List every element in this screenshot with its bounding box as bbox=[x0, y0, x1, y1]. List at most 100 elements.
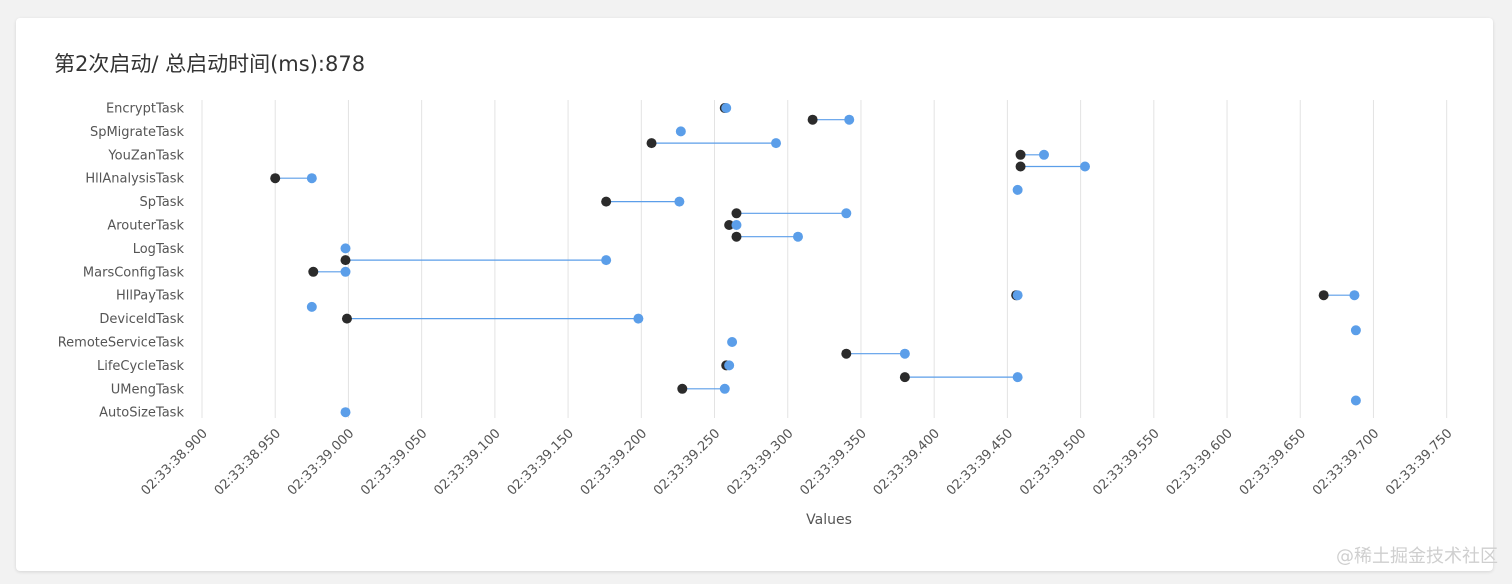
start-point bbox=[677, 383, 688, 394]
task-segment bbox=[340, 407, 351, 418]
task-segment bbox=[807, 114, 855, 125]
task-segment bbox=[721, 360, 735, 371]
task-segment bbox=[675, 126, 686, 137]
x-axis-title: Values bbox=[806, 512, 852, 528]
task-segment bbox=[308, 266, 351, 277]
start-point bbox=[807, 114, 818, 125]
end-point bbox=[1079, 161, 1090, 172]
end-point bbox=[731, 220, 742, 230]
start-point bbox=[731, 231, 742, 242]
segments bbox=[270, 103, 1361, 418]
start-point bbox=[340, 255, 351, 266]
grid-lines bbox=[201, 100, 1448, 418]
end-point bbox=[601, 255, 612, 266]
end-point bbox=[1038, 149, 1049, 160]
end-point bbox=[1012, 290, 1023, 301]
start-point bbox=[731, 208, 742, 219]
start-point bbox=[899, 372, 910, 383]
start-point bbox=[341, 313, 352, 324]
category-label: MarsConfigTask bbox=[83, 265, 185, 280]
task-segment bbox=[727, 337, 738, 347]
category-label: YouZanTask bbox=[107, 148, 184, 163]
x-tick-label: 02:33:39.400 bbox=[871, 426, 943, 498]
category-label: LifeCycleTask bbox=[97, 359, 184, 374]
x-tick-label: 02:33:39.250 bbox=[651, 426, 723, 498]
start-point bbox=[1015, 149, 1026, 160]
task-segment bbox=[731, 231, 803, 242]
end-point bbox=[674, 196, 685, 207]
end-point bbox=[719, 383, 730, 394]
start-point bbox=[1015, 161, 1026, 172]
x-tick-label: 02:33:39.700 bbox=[1310, 426, 1382, 498]
end-point bbox=[633, 313, 644, 324]
end-point bbox=[771, 138, 782, 149]
end-point bbox=[899, 348, 910, 359]
task-segment bbox=[899, 372, 1023, 383]
category-label: RemoteServiceTask bbox=[58, 336, 185, 351]
x-tick-label: 02:33:39.750 bbox=[1383, 426, 1455, 498]
category-label: ArouterTask bbox=[107, 219, 184, 234]
task-segment bbox=[841, 348, 910, 359]
task-segment bbox=[731, 208, 852, 219]
x-tick-label: 02:33:39.100 bbox=[431, 426, 503, 498]
task-segment bbox=[270, 173, 317, 184]
end-point bbox=[1012, 372, 1023, 383]
end-point bbox=[1350, 395, 1361, 406]
watermark: @稀土掘金技术社区 bbox=[1336, 546, 1498, 567]
task-segment bbox=[1012, 184, 1023, 195]
task-segment bbox=[1015, 149, 1049, 160]
task-segment bbox=[341, 313, 644, 324]
task-segment bbox=[719, 103, 732, 113]
x-tick-label: 02:33:39.500 bbox=[1017, 426, 1089, 498]
end-point bbox=[340, 407, 351, 418]
category-label: HllAnalysisTask bbox=[85, 172, 184, 187]
start-point bbox=[601, 196, 612, 207]
start-point bbox=[1318, 290, 1329, 301]
category-label: EncryptTask bbox=[106, 102, 185, 117]
x-tick-label: 02:33:39.550 bbox=[1090, 426, 1162, 498]
end-point bbox=[721, 103, 732, 113]
category-label: DeviceIdTask bbox=[99, 312, 184, 327]
start-point bbox=[841, 348, 852, 359]
chart-card bbox=[16, 18, 1493, 571]
x-tick-label: 02:33:39.600 bbox=[1163, 426, 1235, 498]
x-tick-label: 02:33:39.350 bbox=[797, 426, 869, 498]
x-tick-label: 02:33:39.450 bbox=[944, 426, 1016, 498]
x-tick-label: 02:33:39.300 bbox=[724, 426, 796, 498]
category-label: SpMigrateTask bbox=[90, 125, 185, 140]
task-segment bbox=[601, 196, 685, 207]
end-point bbox=[1350, 325, 1361, 336]
category-labels: EncryptTask SpMigrateTask YouZanTask HllAna… bbox=[58, 102, 185, 421]
task-segment bbox=[1318, 290, 1360, 301]
end-point bbox=[675, 126, 686, 137]
end-point bbox=[724, 360, 735, 371]
category-label: HllPayTask bbox=[116, 289, 184, 304]
chart-title: 第2次启动/ 总启动时间(ms):878 bbox=[54, 52, 366, 76]
x-tick-label: 02:33:39.650 bbox=[1237, 426, 1309, 498]
end-point bbox=[841, 208, 852, 219]
task-segment bbox=[677, 383, 730, 394]
category-label: UMengTask bbox=[111, 382, 185, 397]
task-segment bbox=[724, 220, 742, 230]
end-point bbox=[727, 337, 738, 347]
x-tick-labels: 02:33:38.900 02:33:38.950 02:33:39.000 02:3… bbox=[138, 426, 1455, 498]
task-segment bbox=[340, 255, 612, 266]
x-tick-label: 02:33:38.900 bbox=[138, 426, 210, 498]
x-tick-label: 02:33:39.050 bbox=[358, 426, 430, 498]
end-point bbox=[306, 173, 317, 184]
x-tick-label: 02:33:39.200 bbox=[578, 426, 650, 498]
category-label: SpTask bbox=[139, 195, 184, 210]
end-point bbox=[340, 266, 351, 277]
end-point bbox=[792, 231, 803, 242]
category-label: AutoSizeTask bbox=[99, 406, 184, 421]
end-point bbox=[340, 243, 351, 254]
end-point bbox=[1349, 290, 1360, 301]
start-point bbox=[270, 173, 281, 184]
task-segment bbox=[1015, 161, 1090, 172]
task-segment bbox=[306, 301, 317, 312]
x-tick-label: 02:33:38.950 bbox=[212, 426, 284, 498]
start-point bbox=[646, 138, 657, 149]
task-segment bbox=[1350, 395, 1361, 406]
category-label: LogTask bbox=[133, 242, 185, 257]
